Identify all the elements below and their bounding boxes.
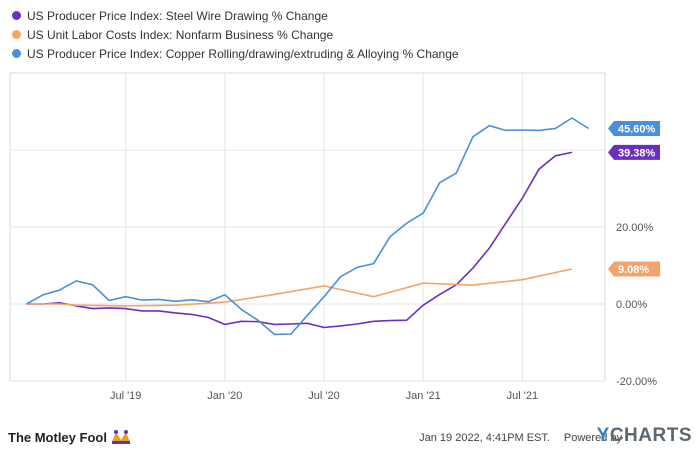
end-value-label: 39.38% — [618, 147, 656, 159]
y-tick-label: 0.00% — [616, 299, 647, 311]
legend-item[interactable]: US Producer Price Index: Copper Rolling/… — [12, 44, 459, 63]
end-value-label: 9.08% — [618, 264, 649, 276]
series-lines — [26, 117, 589, 336]
legend-item[interactable]: US Unit Labor Costs Index: Nonfarm Busin… — [12, 25, 459, 44]
legend-label: US Producer Price Index: Steel Wire Draw… — [27, 8, 328, 23]
series-line — [26, 117, 589, 336]
motley-fool-logo: The Motley Fool — [8, 429, 131, 445]
ycharts-logo-text: CHARTS — [609, 425, 692, 446]
x-tick-label: Jan '20 — [207, 390, 242, 402]
x-tick-label: Jan '21 — [406, 390, 441, 402]
x-tick-label: Jul '20 — [308, 390, 339, 402]
y-tick-label: 20.00% — [616, 222, 654, 234]
ycharts-logo-y: Y — [596, 425, 610, 446]
legend-label: US Producer Price Index: Copper Rolling/… — [27, 46, 459, 61]
end-value-tag — [608, 261, 660, 277]
x-tick-label: Jul '19 — [110, 390, 141, 402]
footer: The Motley Fool Jan 19 2022, 4:41PM EST.… — [0, 420, 700, 453]
ycharts-logo[interactable]: YCHARTS — [597, 425, 692, 447]
series-line — [26, 151, 573, 329]
jester-hat-icon — [111, 430, 130, 444]
legend: US Producer Price Index: Steel Wire Draw… — [12, 6, 459, 63]
legend-swatch — [12, 30, 21, 39]
legend-swatch — [12, 11, 21, 20]
legend-label: US Unit Labor Costs Index: Nonfarm Busin… — [27, 27, 334, 42]
powered-by-label: Powered by — [563, 432, 622, 444]
x-tick-label: Jul '21 — [507, 390, 538, 402]
gridlines — [9, 72, 606, 382]
y-tick-label: -20.00% — [616, 376, 657, 388]
end-value-label: 45.60% — [618, 123, 656, 135]
brand-name: The Motley Fool — [8, 429, 107, 445]
end-value-labels: 39.38% 9.08% 45.60% — [608, 120, 660, 277]
legend-item[interactable]: US Producer Price Index: Steel Wire Draw… — [12, 6, 459, 25]
series-line — [26, 268, 573, 307]
end-value-tag — [608, 120, 660, 136]
end-value-tag — [608, 144, 660, 160]
timestamp: Jan 19 2022, 4:41PM EST. — [419, 432, 550, 444]
x-axis-ticks: Jul '19 Jan '20 Jul '20 Jan '21 Jul '21 — [110, 390, 538, 402]
legend-swatch — [12, 49, 21, 58]
